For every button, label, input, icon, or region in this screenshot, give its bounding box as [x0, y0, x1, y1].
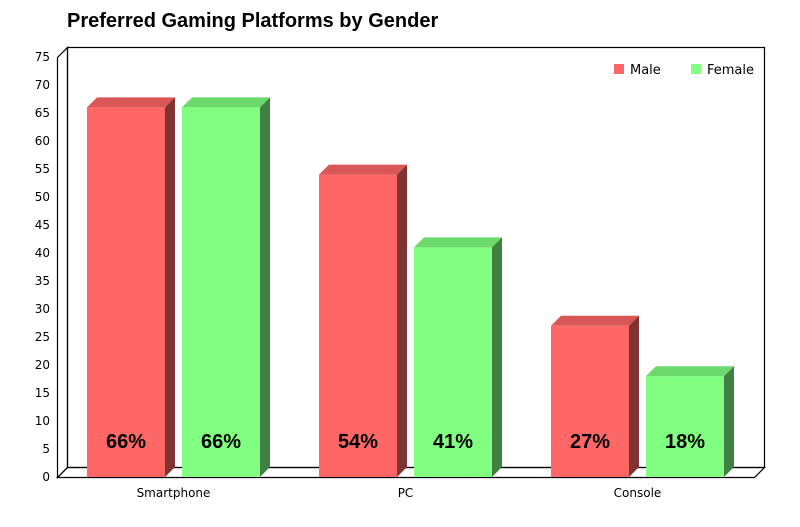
x-category-label: PC	[398, 486, 414, 500]
y-tick-label: 20	[35, 358, 50, 372]
y-tick-label: 45	[35, 218, 50, 232]
value-label: 54%	[338, 431, 378, 453]
y-tick-label: 30	[35, 302, 50, 316]
legend-label: Female	[707, 63, 754, 78]
chart-title: Preferred Gaming Platforms by Gender	[67, 10, 439, 32]
value-label: 27%	[570, 431, 610, 453]
legend-swatch-icon	[614, 64, 624, 74]
bar-male-smartphone: 66%	[87, 97, 175, 478]
y-tick-label: 70	[35, 78, 50, 92]
bar-male-console: 27%	[551, 315, 639, 477]
y-tick-label: 40	[35, 246, 50, 260]
legend-swatch-icon	[691, 64, 701, 74]
legend-label: Male	[630, 63, 661, 78]
value-label: 41%	[433, 431, 473, 453]
y-tick-label: 35	[35, 274, 50, 288]
y-tick-label: 10	[35, 414, 50, 428]
legend-item-male[interactable]: Male	[614, 63, 661, 78]
y-tick-label: 50	[35, 190, 50, 204]
x-category-label: Smartphone	[137, 486, 211, 500]
y-tick-label: 55	[35, 162, 50, 176]
bar-female-console: 18%	[646, 366, 734, 477]
x-category-label: Console	[614, 486, 662, 500]
bars: 66% 66% 54% 41% 27% 18%	[87, 97, 734, 478]
x-axis-labels: Smartphone PC Console	[137, 486, 662, 500]
bar-female-smartphone: 66%	[182, 97, 270, 478]
y-tick-label: 60	[35, 134, 50, 148]
bar-male-pc: 54%	[319, 164, 407, 477]
value-label: 18%	[665, 431, 705, 453]
y-tick-label: 65	[35, 106, 50, 120]
y-tick-label: 5	[42, 442, 50, 456]
legend-item-female[interactable]: Female	[691, 63, 754, 78]
value-label: 66%	[201, 431, 241, 453]
y-tick-label: 0	[42, 470, 50, 484]
legend: Male Female	[614, 63, 754, 78]
value-label: 66%	[106, 431, 146, 453]
y-tick-label: 25	[35, 330, 50, 344]
y-axis-ticks: 0 5 10 15 20 25 30 35 40 45 50 55 60 65 70 75	[35, 50, 50, 484]
y-tick-label: 15	[35, 386, 50, 400]
y-tick-label: 75	[35, 50, 50, 64]
bar-female-pc: 41%	[414, 237, 502, 477]
